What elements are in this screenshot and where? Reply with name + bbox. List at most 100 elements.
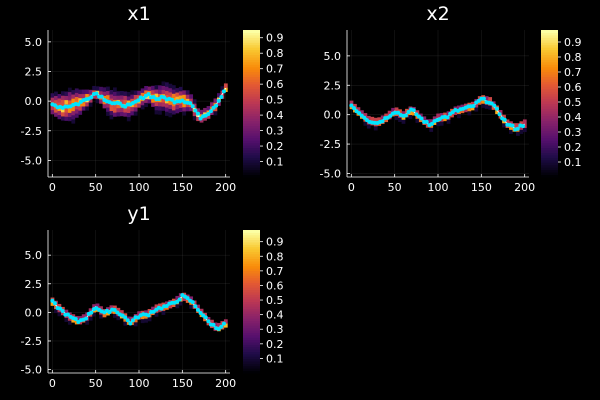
- colorbar-tick-label: 0.2: [266, 338, 284, 351]
- colorbar-segment: [541, 147, 558, 151]
- subplot-title: x1: [127, 3, 150, 25]
- colorbar-segment: [243, 147, 260, 151]
- observation-point: [164, 303, 169, 308]
- observation-point: [94, 91, 99, 96]
- observation-point: [107, 310, 112, 315]
- colorbar-segment: [243, 98, 260, 102]
- heatmap-cell: [522, 127, 527, 133]
- heatmap-cell: [178, 86, 183, 92]
- observation-point: [380, 119, 385, 124]
- heatmap-cell: [457, 105, 461, 110]
- colorbar-tick-label: 0.9: [266, 32, 284, 45]
- heatmap-cell: [446, 119, 451, 124]
- colorbar-segment: [243, 239, 260, 243]
- heatmap-cell: [133, 111, 138, 116]
- heatmap-cell: [85, 106, 90, 111]
- heatmap-cell: [109, 94, 114, 99]
- x-tick-label: 100: [129, 377, 150, 390]
- observation-point: [221, 89, 226, 94]
- heatmap-cell: [151, 306, 155, 312]
- heatmap-cell: [165, 107, 169, 112]
- observation-point: [520, 124, 525, 129]
- heatmap-cell: [85, 89, 90, 95]
- x-tick-label: 150: [172, 377, 193, 390]
- heatmap-cell: [171, 105, 176, 111]
- heatmap-cell: [223, 319, 228, 324]
- colorbar-segment: [541, 120, 558, 124]
- colorbar-segment: [243, 315, 260, 319]
- observation-point: [510, 123, 515, 128]
- colorbar-segment: [243, 325, 260, 329]
- heatmap-cell: [147, 86, 152, 91]
- observation-markers: [349, 96, 525, 132]
- observation-point: [73, 316, 78, 321]
- colorbar-segment: [541, 123, 558, 127]
- heatmap-cell: [57, 110, 62, 116]
- heatmap-cell: [57, 311, 62, 317]
- colorbar-tick-label: 0.5: [266, 94, 284, 107]
- heatmap-cell: [67, 108, 72, 113]
- heatmap-cell: [189, 98, 194, 103]
- colorbar-segment: [243, 330, 260, 333]
- colorbar-segment: [541, 37, 558, 41]
- heatmap-cell: [178, 95, 183, 100]
- colorbar-segment: [541, 66, 558, 70]
- colorbar-segment: [243, 140, 260, 144]
- heatmap-cell: [175, 303, 180, 309]
- colorbar-segment: [243, 96, 260, 100]
- heatmap-cell: [210, 319, 214, 325]
- colorbar-segment: [541, 145, 558, 149]
- heatmap-cell: [502, 114, 506, 120]
- colorbar-segment: [243, 32, 260, 36]
- heatmap-cell: [119, 95, 124, 100]
- colorbar-tick-label: 0.5: [564, 96, 582, 109]
- heatmap-cell: [64, 95, 69, 101]
- observation-point: [169, 97, 174, 102]
- colorbar-segment: [243, 132, 260, 136]
- heatmap-cell: [140, 104, 145, 110]
- colorbar-tick-label: 0.4: [266, 109, 284, 122]
- subplot-y1: 0 50 100 150 200 -5.0 -2.5 0.0 2.5 5.0 y1 0.10.2 0.3…: [21, 203, 284, 390]
- colorbar-segment: [243, 363, 260, 367]
- heatmap-cell: [415, 110, 420, 115]
- heatmap-cell: [516, 123, 520, 128]
- colorbar-segment: [243, 253, 260, 257]
- colorbar-segment: [243, 370, 260, 374]
- heatmap-cell: [64, 116, 69, 121]
- colorbar-segment: [243, 110, 260, 114]
- colorbar-tick-label: 0.7: [564, 66, 582, 79]
- observation-point: [193, 304, 198, 309]
- heatmap-cell: [116, 91, 121, 96]
- heatmap-cell: [203, 107, 207, 113]
- observation-point: [403, 113, 408, 118]
- heatmap-cell: [206, 106, 211, 111]
- colorbar-tick-label: 0.2: [266, 140, 284, 153]
- observation-point: [58, 306, 63, 311]
- observation-point: [429, 121, 434, 126]
- heatmap-cell: [161, 106, 166, 111]
- heatmap-cell: [470, 105, 475, 111]
- heatmap-cell: [398, 117, 402, 122]
- observation-point: [193, 108, 198, 113]
- heatmap-cell: [99, 86, 103, 92]
- heatmap-cell: [144, 86, 148, 91]
- heatmap-cell: [61, 116, 65, 121]
- heatmap-cell: [175, 88, 180, 93]
- heatmap-cell: [460, 108, 465, 114]
- colorbar-segment: [541, 44, 558, 48]
- heatmap-cell: [165, 90, 169, 96]
- heatmap-cell: [182, 296, 187, 302]
- heatmap-cell: [206, 114, 211, 119]
- heatmap-cell: [161, 102, 166, 107]
- colorbar-segment: [243, 39, 260, 43]
- colorbar-segment: [243, 174, 260, 178]
- heatmap-cell: [505, 119, 510, 124]
- heatmap-cell: [474, 103, 479, 108]
- heatmap-cell: [109, 114, 114, 120]
- colorbar-segment: [243, 332, 260, 336]
- heatmap-cell: [137, 90, 142, 96]
- heatmap-cell: [61, 107, 65, 113]
- colorbar-tick-label: 0.3: [266, 323, 284, 336]
- heatmap-cell: [99, 306, 103, 311]
- colorbar-segment: [243, 241, 260, 245]
